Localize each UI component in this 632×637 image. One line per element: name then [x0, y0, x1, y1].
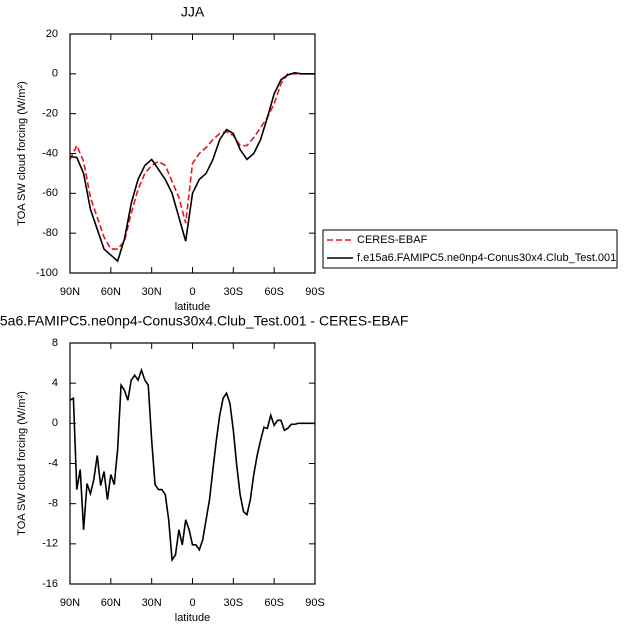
x-tick-label: 90S — [305, 597, 325, 609]
x-tick-label: 60S — [264, 286, 284, 298]
y-tick-label: -12 — [42, 538, 58, 550]
x-tick-label: 30S — [224, 597, 244, 609]
y-axis-label: TOA SW cloud forcing (W/m²) — [16, 391, 28, 536]
plot-frame — [69, 33, 316, 274]
x-tick-label: 60S — [264, 597, 284, 609]
x-tick-label: 0 — [189, 286, 195, 298]
x-tick-label: 0 — [189, 597, 195, 609]
legend-label: CERES-EBAF — [357, 234, 428, 246]
y-tick-label: -100 — [36, 267, 58, 279]
y-tick-label: 4 — [52, 377, 58, 389]
legend-label: f.e15a6.FAMIPC5.ne0np4-Conus30x4.Club_Te… — [357, 252, 616, 264]
y-tick-label: 0 — [52, 68, 58, 80]
series-line — [69, 72, 315, 263]
x-tick-label: 90S — [305, 286, 325, 298]
x-tick-label: 30S — [224, 286, 244, 298]
legend-box — [322, 229, 618, 269]
x-tick-label: 90N — [60, 597, 80, 609]
x-tick-label: 30N — [142, 597, 162, 609]
chart-title: JJA — [181, 4, 205, 20]
x-tick-label: 30N — [142, 286, 162, 298]
y-tick-label: 20 — [46, 28, 58, 40]
y-tick-label: -40 — [42, 147, 58, 159]
y-tick-label: 0 — [52, 417, 58, 429]
x-tick-label: 90N — [60, 286, 80, 298]
y-tick-label: -80 — [42, 227, 58, 239]
chart-title: f.e15a6.FAMIPC5.ne0np4-Conus30x4.Club_Te… — [0, 313, 408, 329]
y-tick-label: -4 — [48, 457, 58, 469]
plot-frame — [69, 342, 316, 585]
series-line — [69, 73, 315, 250]
x-axis-label: latitude — [175, 612, 210, 624]
y-tick-label: -8 — [48, 498, 58, 510]
x-axis-label: latitude — [175, 301, 210, 313]
y-tick-label: -16 — [42, 578, 58, 590]
y-tick-label: -20 — [42, 108, 58, 120]
series-line — [69, 367, 315, 563]
y-axis-label: TOA SW cloud forcing (W/m²) — [16, 81, 28, 226]
y-tick-label: -60 — [42, 187, 58, 199]
x-tick-label: 60N — [101, 286, 121, 298]
y-tick-label: 8 — [52, 337, 58, 349]
x-tick-label: 60N — [101, 597, 121, 609]
